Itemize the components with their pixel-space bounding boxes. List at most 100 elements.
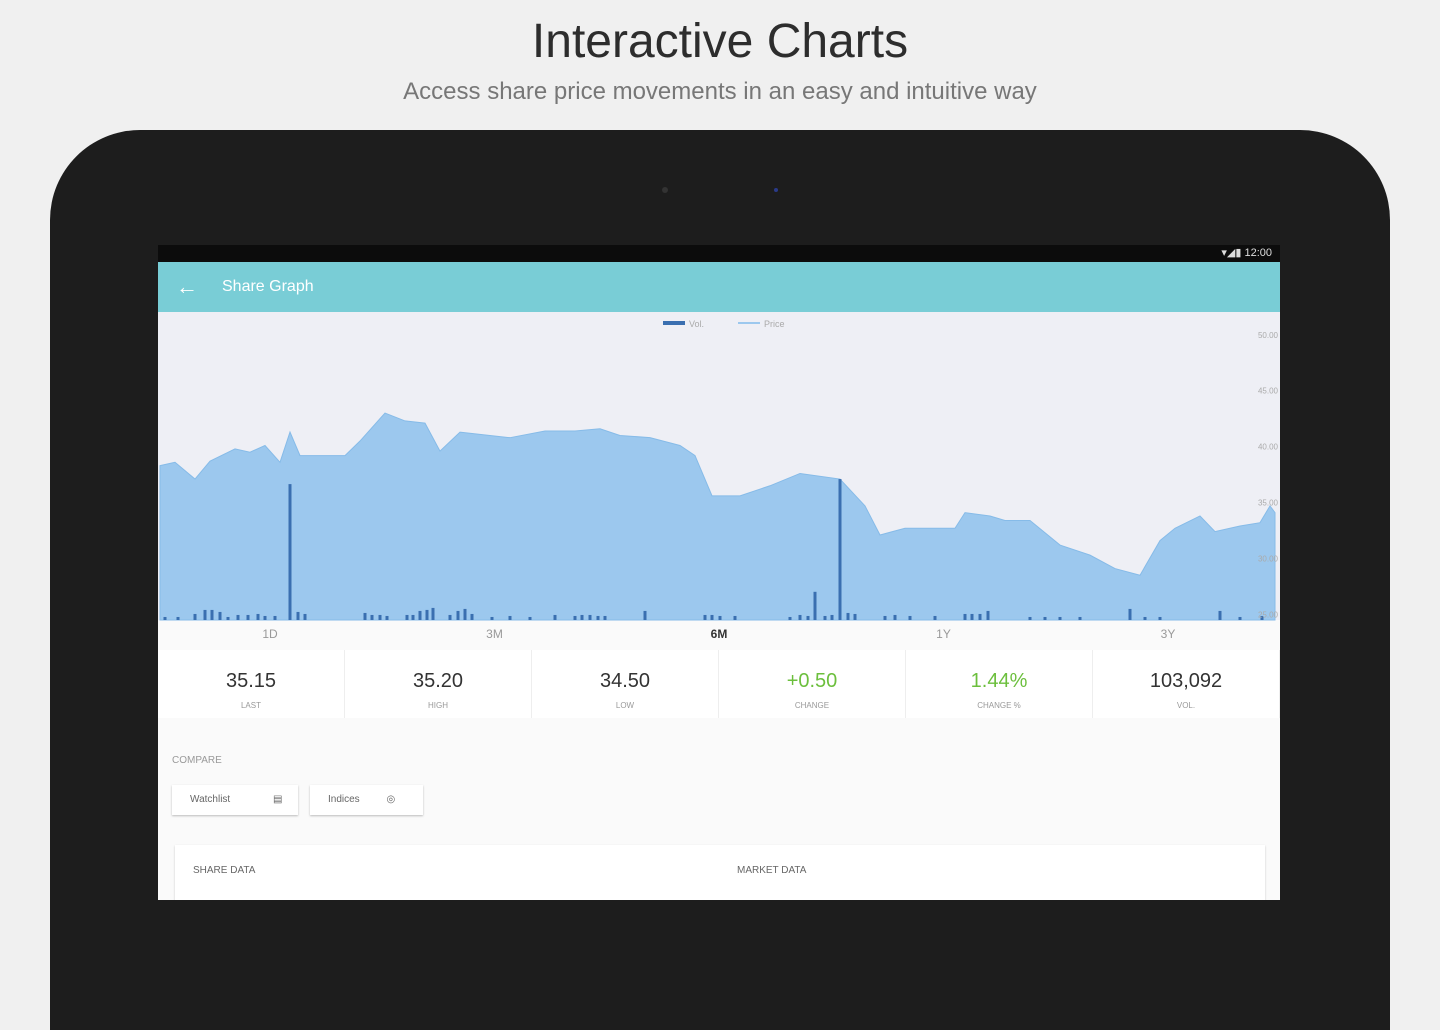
stat-cell: 1.44% CHANGE % [906,650,1093,718]
volume-bar [710,614,714,620]
volume-bar [978,613,982,620]
status-bar: ▾◢▮ 12:00 [158,245,1280,262]
volume-bar [806,615,810,620]
volume-bar [588,614,592,620]
volume-bar [470,613,474,620]
stat-value: 35.20 [412,670,464,692]
volume-bar [813,591,817,620]
legend-swatch [663,321,685,325]
stat-cell: 103,092 VOL. [1093,650,1280,718]
stat-label: HIGH [428,701,448,710]
compare-title: COMPARE [172,755,222,766]
volume-bar [456,610,460,620]
volume-bar [963,613,967,620]
volume-bar [425,609,429,620]
legend-label: Vol. [689,319,704,329]
volume-bar [1043,616,1047,620]
volume-bar [210,609,214,620]
volume-bar [363,612,367,620]
stat-cell: 34.50 LOW [532,650,719,718]
volume-bar [490,616,494,620]
volume-bar [1028,616,1032,620]
volume-bar [463,608,467,620]
volume-bar [893,614,897,620]
stat-label: CHANGE % [977,701,1021,710]
volume-bar [203,609,207,620]
stat-value: 1.44% [970,670,1028,692]
page: Interactive Charts Access share price mo… [50,15,1390,1030]
volume-bar [603,615,607,620]
volume-bar [853,613,857,620]
section-title: MARKET DATA [737,865,807,876]
volume-bar [580,614,584,620]
volume-bar [303,613,307,620]
range-tab[interactable]: 3M [486,627,503,641]
volume-bar [256,613,260,620]
volume-bar [788,616,792,620]
volume-bar [176,616,180,620]
volume-bar [703,614,707,620]
volume-bar [193,613,197,620]
volume-bar [431,607,435,620]
back-button[interactable]: ← [176,274,198,299]
volume-bar [296,611,300,620]
volume-bar [1128,608,1132,620]
title: Interactive Charts [531,15,909,68]
volume-bar [908,615,912,620]
chart: Vol. Price 50.00 45.00 40.00 35.00 30.00 25.00 1… [158,312,1280,641]
volume-bar [823,615,827,620]
volume-bar [1238,616,1242,620]
range-tab[interactable]: 1Y [936,627,951,641]
volume-bar [411,614,415,620]
volume-bar [830,614,834,620]
y-tick-label: 35.00 [1258,499,1279,508]
volume-bar [1078,616,1082,620]
volume-bar [288,484,292,620]
button-label: Watchlist [190,794,231,805]
volume-bar [508,615,512,620]
app-bar: ← Share Graph [158,262,1280,312]
button-label: Indices [328,794,360,805]
volume-bar [528,616,532,620]
stat-label: CHANGE [794,701,830,710]
volume-bar [385,615,389,620]
data-card: SHARE DATA MARKET DATA [175,845,1265,900]
range-tab[interactable]: 1D [262,627,278,641]
indices-button[interactable]: Indices ◎ [310,785,423,815]
volume-bar [236,614,240,620]
clock: ▾◢▮ 12:00 [1221,247,1272,259]
stat-label: LAST [240,701,261,710]
volume-bar [1058,616,1062,620]
range-tab[interactable]: 6M [711,627,728,641]
volume-bar [263,615,267,620]
volume-bar [218,611,222,620]
stat-value: 35.15 [225,670,277,692]
y-tick-label: 45.00 [1258,387,1279,396]
time: 12:00 [1244,247,1272,259]
watchlist-button[interactable]: Watchlist ▤ [172,785,298,815]
volume-bar [378,614,382,620]
legend-label: Price [764,319,785,329]
stat-cell: 35.15 LAST [158,650,345,718]
volume-bar [1143,616,1147,620]
y-tick-label: 40.00 [1258,443,1279,452]
volume-bar [846,612,850,620]
volume-bar [1260,615,1264,620]
volume-bar [1218,610,1222,620]
volume-bar [933,615,937,620]
volume-bar [163,616,167,620]
volume-bar [553,614,557,620]
volume-bar [1158,616,1162,620]
stat-label: LOW [615,701,635,710]
stat-cell: 35.20 HIGH [345,650,532,718]
stat-value: +0.50 [786,670,838,692]
stats-row: 35.15 LAST 35.20 HIGH 34.50 LOW +0.50 CHANGE 1.4… [158,650,1280,718]
app-title: Share Graph [222,278,314,295]
section-title: SHARE DATA [193,865,256,876]
subtitle: Access share price movements in an easy … [403,78,1037,105]
volume-bar [718,615,722,620]
y-tick-label: 25.00 [1258,610,1279,619]
range-tab[interactable]: 3Y [1161,627,1176,641]
volume-bar [986,610,990,620]
volume-bar [733,615,737,620]
